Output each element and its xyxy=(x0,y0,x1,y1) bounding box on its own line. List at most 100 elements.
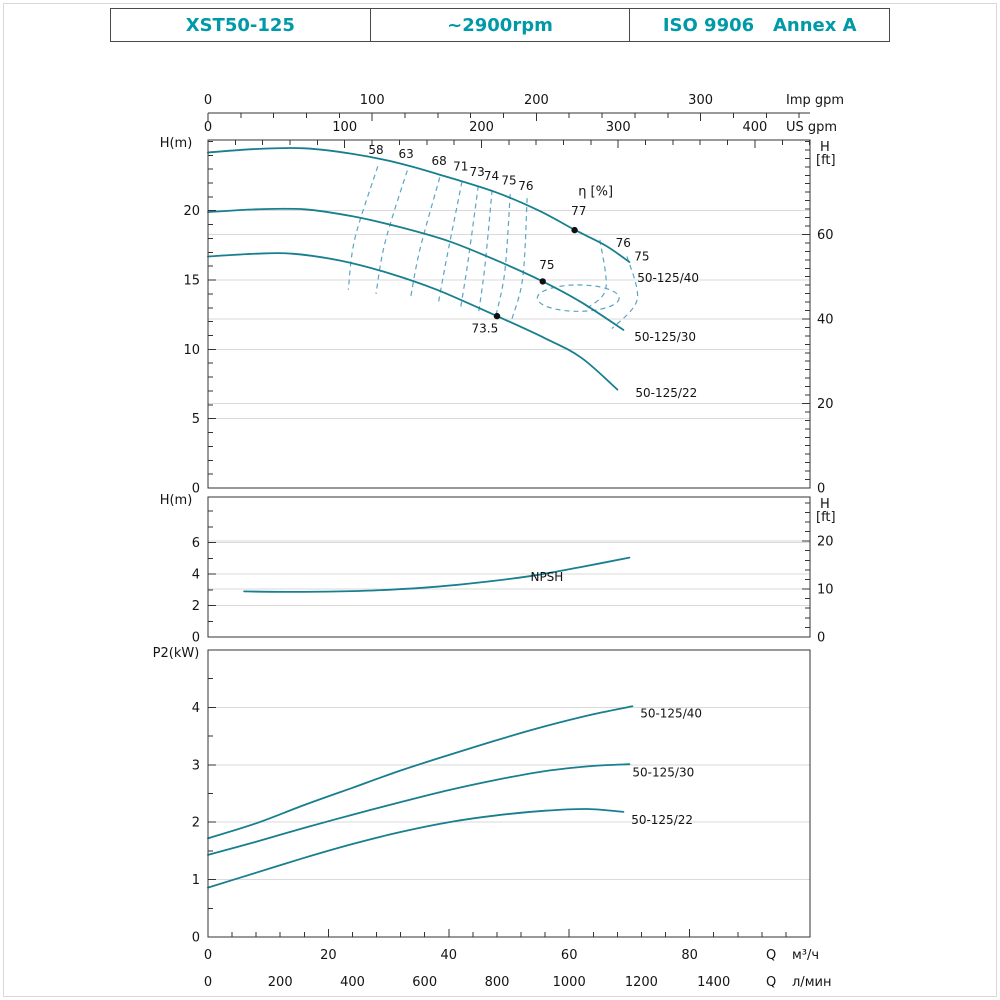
left-axis-title: P2(kW) xyxy=(153,646,200,661)
right-tick-label: 0 xyxy=(817,482,825,497)
efficiency-label: 58 xyxy=(368,143,383,157)
left-tick-label: 20 xyxy=(183,204,200,219)
left-axis-title: H(m) xyxy=(160,136,193,151)
imp-gpm-tick-label: 0 xyxy=(204,93,212,108)
curve-label: NPSH xyxy=(530,570,563,584)
us-gpm-tick-label: 0 xyxy=(204,120,212,135)
flow-unit-m3h: м³/ч xyxy=(792,948,819,963)
right-tick-label: 40 xyxy=(817,313,834,328)
right-axis-title: H xyxy=(820,140,830,155)
efficiency-contour xyxy=(459,185,479,311)
flow-unit-lmin: л/мин xyxy=(792,975,831,990)
left-tick-label: 5 xyxy=(192,412,200,427)
flow-m3h-tick-label: 0 xyxy=(204,948,212,963)
left-tick-label: 2 xyxy=(192,816,200,831)
right-tick-label: 20 xyxy=(817,397,834,412)
bep-point xyxy=(539,278,546,285)
curve-50-125/40 xyxy=(207,147,631,263)
curve-NPSH xyxy=(243,556,631,593)
left-tick-label: 4 xyxy=(192,701,200,716)
efficiency-label: 76 xyxy=(616,236,631,250)
efficiency-contour xyxy=(409,177,441,300)
bep-point xyxy=(493,312,501,320)
flow-lmin-tick-label: 600 xyxy=(412,975,437,990)
left-tick-label: 10 xyxy=(183,343,200,358)
efficiency-label: 75 xyxy=(501,173,516,187)
efficiency-contour xyxy=(347,166,379,290)
flow-lmin-tick-label: 1200 xyxy=(625,975,658,990)
flow-lmin-tick-label: 0 xyxy=(204,975,212,990)
left-tick-label: 0 xyxy=(192,631,200,646)
imp-gpm-tick-label: 200 xyxy=(524,93,549,108)
right-tick-label: 60 xyxy=(817,228,834,243)
flow-q-label-2: Q xyxy=(766,975,776,990)
us-gpm-tick-label: 200 xyxy=(469,120,494,135)
left-tick-label: 6 xyxy=(192,536,200,551)
flow-m3h-tick-label: 60 xyxy=(561,948,578,963)
right-tick-label: 20 xyxy=(817,535,834,550)
flow-lmin-tick-label: 200 xyxy=(268,975,293,990)
flow-q-label-1: Q xyxy=(766,948,776,963)
imp-gpm-tick-label: 300 xyxy=(688,93,713,108)
right-tick-label: 0 xyxy=(817,631,825,646)
curve-label: 50-125/30 xyxy=(634,330,696,344)
efficiency-label: 73 xyxy=(469,165,484,179)
efficiency-contour xyxy=(375,170,408,295)
right-tick-label: 10 xyxy=(817,583,834,598)
right-axis-unit: [ft] xyxy=(816,153,836,168)
curve-50-125/30 xyxy=(207,763,631,856)
curve-50-125/22 xyxy=(207,808,625,889)
flow-m3h-tick-label: 20 xyxy=(320,948,337,963)
efficiency-contour xyxy=(477,189,493,315)
efficiency-label: 76 xyxy=(518,179,533,193)
curve-label: 50-125/40 xyxy=(640,707,702,721)
curve-label: 50-125/40 xyxy=(637,271,699,285)
curve-50-125/30 xyxy=(207,207,625,331)
efficiency-contour xyxy=(437,181,463,306)
efficiency-label: 74 xyxy=(484,169,499,183)
standard-cell: ISO 9906 Annex A xyxy=(629,9,889,41)
pump-speed: ~2900rpm xyxy=(447,14,553,36)
efficiency-label: 68 xyxy=(432,154,447,168)
plot-box xyxy=(207,139,811,489)
flow-lmin-tick-label: 1400 xyxy=(697,975,730,990)
speed-cell: ~2900rpm xyxy=(369,9,630,41)
left-tick-label: 3 xyxy=(192,758,200,773)
power-chart: 50-125/40 50-125/30 50-125/22 0 1 2 3 4 P2(kW) 0 2… xyxy=(153,646,832,990)
left-axis-title: H(m) xyxy=(160,493,193,508)
bep-label: 77 xyxy=(571,204,586,218)
efficiency-contour xyxy=(587,239,607,309)
pump-model: XST50-125 xyxy=(185,14,295,36)
efficiency-label: 71 xyxy=(453,160,468,174)
flow-lmin-tick-label: 1000 xyxy=(553,975,586,990)
right-axis-title: H xyxy=(820,497,830,512)
curve-50-125/40 xyxy=(207,705,634,840)
efficiency-label: 63 xyxy=(398,147,413,161)
imp-gpm-tick-label: 100 xyxy=(360,93,385,108)
plot-box xyxy=(207,496,811,638)
left-tick-label: 4 xyxy=(192,568,200,583)
eta-label: η [%] xyxy=(578,185,613,200)
us-gpm-tick-label: 300 xyxy=(606,120,631,135)
bep-label: 73.5 xyxy=(472,322,499,336)
curve-50-125/22 xyxy=(207,252,619,391)
left-tick-label: 1 xyxy=(192,873,200,888)
iso-standard: ISO 9906 Annex A xyxy=(662,14,857,36)
curve-label: 50-125/30 xyxy=(632,765,694,779)
curve-label: 50-125/22 xyxy=(631,813,693,827)
title-bar: XST50-125 ~2900rpm ISO 9906 Annex A xyxy=(110,8,890,42)
plot-box xyxy=(207,649,811,938)
efficiency-contour-loop xyxy=(536,284,620,312)
efficiency-contour xyxy=(511,198,528,320)
us-gpm-tick-label: 100 xyxy=(332,120,357,135)
efficiency-contour xyxy=(611,256,639,330)
left-tick-label: 2 xyxy=(192,599,200,614)
left-tick-label: 15 xyxy=(183,274,200,289)
npsh-chart: NPSH 0 2 4 6 H(m) 0 10 20 H[ft] xyxy=(160,493,836,646)
us-gpm-tick-label: 400 xyxy=(742,120,767,135)
flow-m3h-tick-label: 80 xyxy=(681,948,698,963)
left-tick-label: 0 xyxy=(192,482,200,497)
efficiency-contour xyxy=(495,194,511,317)
